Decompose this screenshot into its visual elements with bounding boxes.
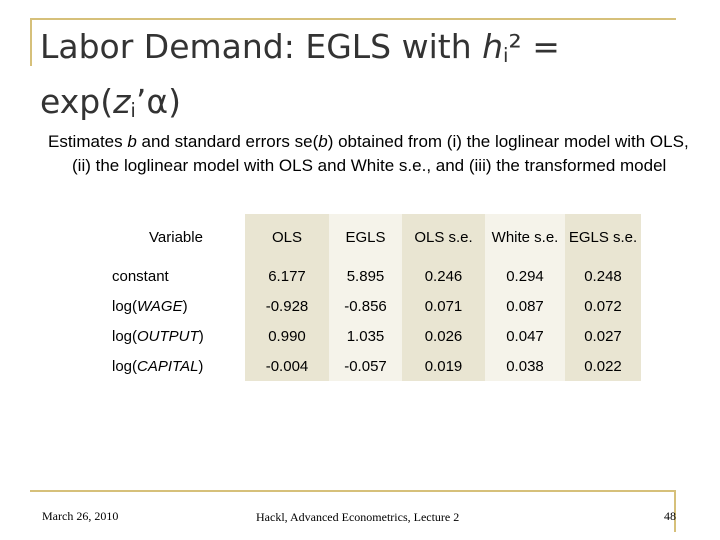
header-row: Variable OLS EGLS OLS s.e. White s.e. EG… [107,214,641,261]
cell-white-se: 0.038 [485,351,565,381]
header-variable: Variable [149,228,203,246]
subtitle-b: b [127,132,137,151]
var-pre: log( [112,327,138,345]
title-var-h: h [482,27,504,66]
cell-egls: 5.895 [329,261,402,291]
cell-ols: -0.928 [245,291,329,321]
table-header: Variable OLS EGLS OLS s.e. White s.e. EG… [107,214,641,261]
slide-subtitle: Estimates b and standard errors se(b) ob… [48,130,702,178]
subtitle-b2: b [318,132,328,151]
var-name: CAPITAL [137,357,199,375]
var-name: OUTPUT [137,327,199,345]
cell-ols: 0.990 [245,321,329,351]
header-ols-se: OLS s.e. [402,214,485,261]
title-prefix: Labor Demand: EGLS with [40,27,483,66]
table-row: log(OUTPUT) 0.990 1.035 0.026 0.047 0.02… [107,321,641,351]
subtitle-part-1: Estimates [48,132,128,151]
cell-egls-se: 0.022 [565,351,641,381]
cell-ols-se: 0.026 [402,321,485,351]
table-body: constant 6.177 5.895 0.246 0.294 0.248 l… [107,261,641,381]
footer-course: Hackl, Advanced Econometrics, Lecture 2 [256,510,460,524]
estimates-table: Variable OLS EGLS OLS s.e. White s.e. EG… [107,214,641,381]
title-sub-i2: i [130,99,136,122]
frame-bottom-line [30,490,676,492]
frame-right-line [674,490,676,532]
var-post: ) [198,327,204,345]
table-row: constant 6.177 5.895 0.246 0.294 0.248 [107,261,641,291]
cell-ols: 6.177 [245,261,329,291]
cell-ols-se: 0.019 [402,351,485,381]
cell-egls-se: 0.248 [565,261,641,291]
slide-title: Labor Demand: EGLS with hi² = exp(zi’α) [40,24,680,134]
var-post: ) [182,297,188,315]
var-pre: log( [112,297,138,315]
cell-egls: -0.057 [329,351,402,381]
header-egls: EGLS [329,214,402,261]
row-variable: constant [107,261,245,291]
table-row: log(WAGE) -0.928 -0.856 0.071 0.087 0.07… [107,291,641,321]
var-name: WAGE [137,297,183,315]
cell-ols-se: 0.071 [402,291,485,321]
var-pre: log( [112,357,138,375]
header-ols: OLS [245,214,329,261]
cell-ols-se: 0.246 [402,261,485,291]
cell-white-se: 0.087 [485,291,565,321]
cell-egls-se: 0.027 [565,321,641,351]
frame-left-line [30,18,32,66]
subtitle-part-3: ) obtained from (i) the loglinear model … [72,132,689,175]
page-number: 48 [664,509,676,523]
title-suffix: ’α) [135,82,182,121]
header-white-se: White s.e. [485,214,565,261]
cell-egls-se: 0.072 [565,291,641,321]
var-post: ) [198,357,204,375]
row-variable: log(OUTPUT) [107,321,245,351]
cell-ols: -0.004 [245,351,329,381]
var-pre: constant [112,267,169,285]
subtitle-part-2: and standard errors se( [136,132,319,151]
title-var-z: z [113,82,131,121]
cell-white-se: 0.294 [485,261,565,291]
footer-date: March 26, 2010 [42,509,119,523]
header-egls-se: EGLS s.e. [565,214,641,261]
cell-white-se: 0.047 [485,321,565,351]
row-variable: log(WAGE) [107,291,245,321]
cell-egls: -0.856 [329,291,402,321]
cell-egls: 1.035 [329,321,402,351]
title-sub-i: i [503,44,509,67]
row-variable: log(CAPITAL) [107,351,245,381]
title-mid: ² = exp( [40,27,560,121]
table-row: log(CAPITAL) -0.004 -0.057 0.019 0.038 0… [107,351,641,381]
frame-top-line [30,18,676,20]
